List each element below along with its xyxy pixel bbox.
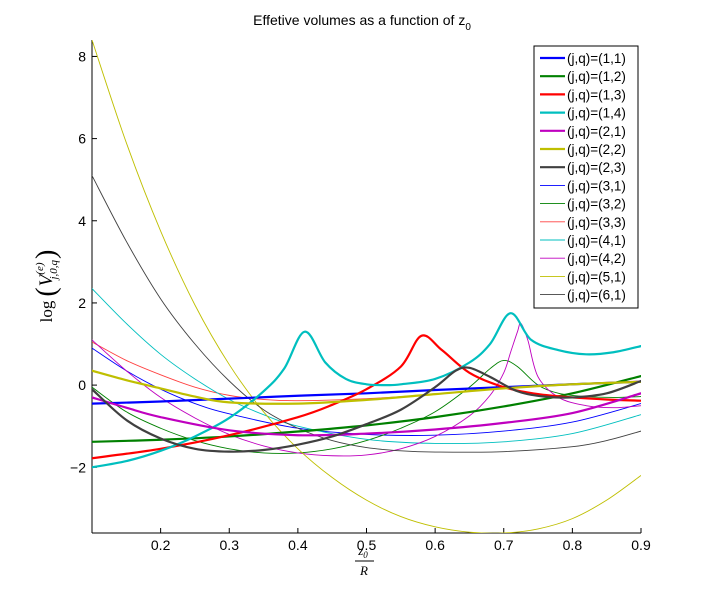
legend-label-2-2: (j,q)=(2,2): [567, 142, 626, 157]
y-tick-label: 8: [78, 48, 86, 64]
legend-label-4-2: (j,q)=(4,2): [567, 251, 626, 266]
x-tick-label: 0.5: [357, 537, 377, 553]
x-tick-label: 0.3: [220, 537, 240, 553]
y-tick-label: 6: [78, 131, 86, 147]
legend-label-6-1: (j,q)=(6,1): [567, 288, 626, 303]
legend-label-3-1: (j,q)=(3,1): [567, 178, 626, 193]
series-line-6-1: [92, 175, 641, 453]
y-tick-label: 2: [78, 295, 86, 311]
chart-title: Effetive volumes as a function of z0: [253, 12, 471, 33]
legend-label-3-2: (j,q)=(3,2): [567, 197, 626, 212]
x-axis-label: z0 R: [355, 543, 374, 578]
x-tick-label: 0.2: [151, 537, 171, 553]
legend-label-3-3: (j,q)=(3,3): [567, 215, 626, 230]
x-tick-label: 0.8: [563, 537, 583, 553]
series-line-2-3: [92, 366, 641, 453]
y-tick-label: 4: [78, 213, 86, 229]
series-line-5-1: [92, 40, 641, 533]
x-tick-label: 0.6: [425, 537, 445, 553]
series-line-2-2: [92, 369, 641, 405]
legend-label-1-4: (j,q)=(1,4): [567, 106, 626, 121]
legend-label-2-3: (j,q)=(2,3): [567, 160, 626, 175]
series-lines: [92, 40, 641, 533]
x-tick-label: 0.4: [288, 537, 308, 553]
legend-box: [533, 45, 639, 309]
svg-text:R: R: [359, 563, 368, 578]
legend-label-1-1: (j,q)=(1,1): [567, 51, 626, 66]
y-tick-label: −2: [70, 459, 86, 475]
series-line-1-3: [92, 334, 641, 460]
y-tick-label: 0: [78, 377, 86, 393]
legend-label-2-1: (j,q)=(2,1): [567, 124, 626, 139]
axis-ticks: 0.2 0.3 0.4 0.5 0.6 0.7 0.8 0.9 −2 0 2 4 6 8: [70, 48, 651, 553]
x-tick-label: 0.7: [494, 537, 514, 553]
legend: (j,q)=(1,1) (j,q)=(1,2) (j,q)=(1,3) (j,q)=(…: [533, 45, 639, 309]
legend-label-5-1: (j,q)=(5,1): [567, 269, 626, 284]
y-axis-label: log(V(e) j,0,q): [31, 250, 62, 323]
legend-label-1-3: (j,q)=(1,3): [567, 87, 626, 102]
svg-text:log(V(e)j,0,q): log(V(e) j,0,q): [31, 250, 62, 323]
legend-label-4-1: (j,q)=(4,1): [567, 233, 626, 248]
svg-text:z0: z0: [357, 543, 368, 560]
x-tick-label: 0.9: [631, 537, 651, 553]
legend-label-1-2: (j,q)=(1,2): [567, 69, 626, 84]
